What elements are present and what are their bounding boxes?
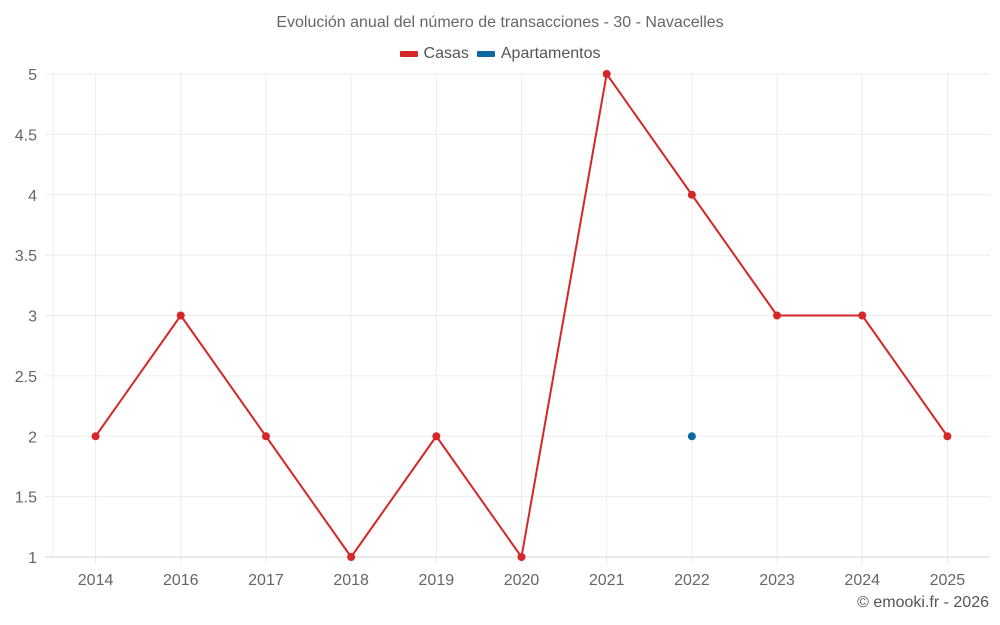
y-tick-label: 1 xyxy=(28,550,37,567)
x-tick-label: 2019 xyxy=(419,572,455,589)
data-point-casas xyxy=(432,432,441,441)
legend-swatch-apartamentos xyxy=(476,51,495,57)
y-tick-label: 1.5 xyxy=(15,490,37,507)
y-tick-label: 2.5 xyxy=(15,369,37,386)
x-tick-label: 2021 xyxy=(589,572,625,589)
x-tick-label: 2025 xyxy=(930,572,966,589)
y-axis: 1 1.5 2 2.5 3 3.5 4 4.5 5 xyxy=(15,67,37,567)
grid-lines xyxy=(45,73,990,565)
x-tick-label: 2018 xyxy=(333,572,369,589)
legend-label-casas: Casas xyxy=(423,45,469,62)
x-tick-label: 2016 xyxy=(163,572,199,589)
x-tick-label: 2017 xyxy=(248,572,284,589)
data-point-casas xyxy=(943,432,952,441)
data-point-casas xyxy=(517,553,526,561)
data-point-casas xyxy=(687,190,696,199)
y-tick-label: 3.5 xyxy=(15,248,37,265)
legend-item-apartamentos[interactable]: Apartamentos xyxy=(476,45,601,63)
y-tick-label: 3 xyxy=(28,309,37,326)
y-tick-label: 4 xyxy=(28,188,37,205)
data-point-casas xyxy=(773,311,782,320)
chart-title: Evolución anual del número de transaccio… xyxy=(276,14,724,31)
x-axis: 2014 2016 2017 2018 2019 2020 2021 2022 2023 2024… xyxy=(45,556,990,589)
x-tick-label: 2024 xyxy=(844,572,880,589)
x-tick-label: 2020 xyxy=(504,572,540,589)
y-tick-label: 2 xyxy=(28,429,37,446)
data-point-casas xyxy=(602,70,611,78)
legend-swatch-casas xyxy=(399,51,418,57)
data-point-casas xyxy=(347,553,356,561)
data-point-casas xyxy=(261,432,270,441)
data-point-apartamentos xyxy=(687,432,696,441)
x-tick-label: 2014 xyxy=(78,572,114,589)
copyright-credit: © emooki.fr - 2026 xyxy=(857,594,989,611)
data-point-casas xyxy=(858,311,867,320)
legend-label-apartamentos: Apartamentos xyxy=(500,45,601,62)
y-tick-label: 4.5 xyxy=(15,127,37,144)
chart-legend: Casas Apartamentos xyxy=(0,45,1000,63)
x-tick-label: 2022 xyxy=(674,572,710,589)
series-layer xyxy=(91,70,952,561)
x-tick-label: 2023 xyxy=(759,572,795,589)
data-point-casas xyxy=(176,311,185,320)
data-point-casas xyxy=(91,432,100,441)
y-tick-label: 5 xyxy=(28,67,37,84)
legend-item-casas[interactable]: Casas xyxy=(399,45,469,63)
